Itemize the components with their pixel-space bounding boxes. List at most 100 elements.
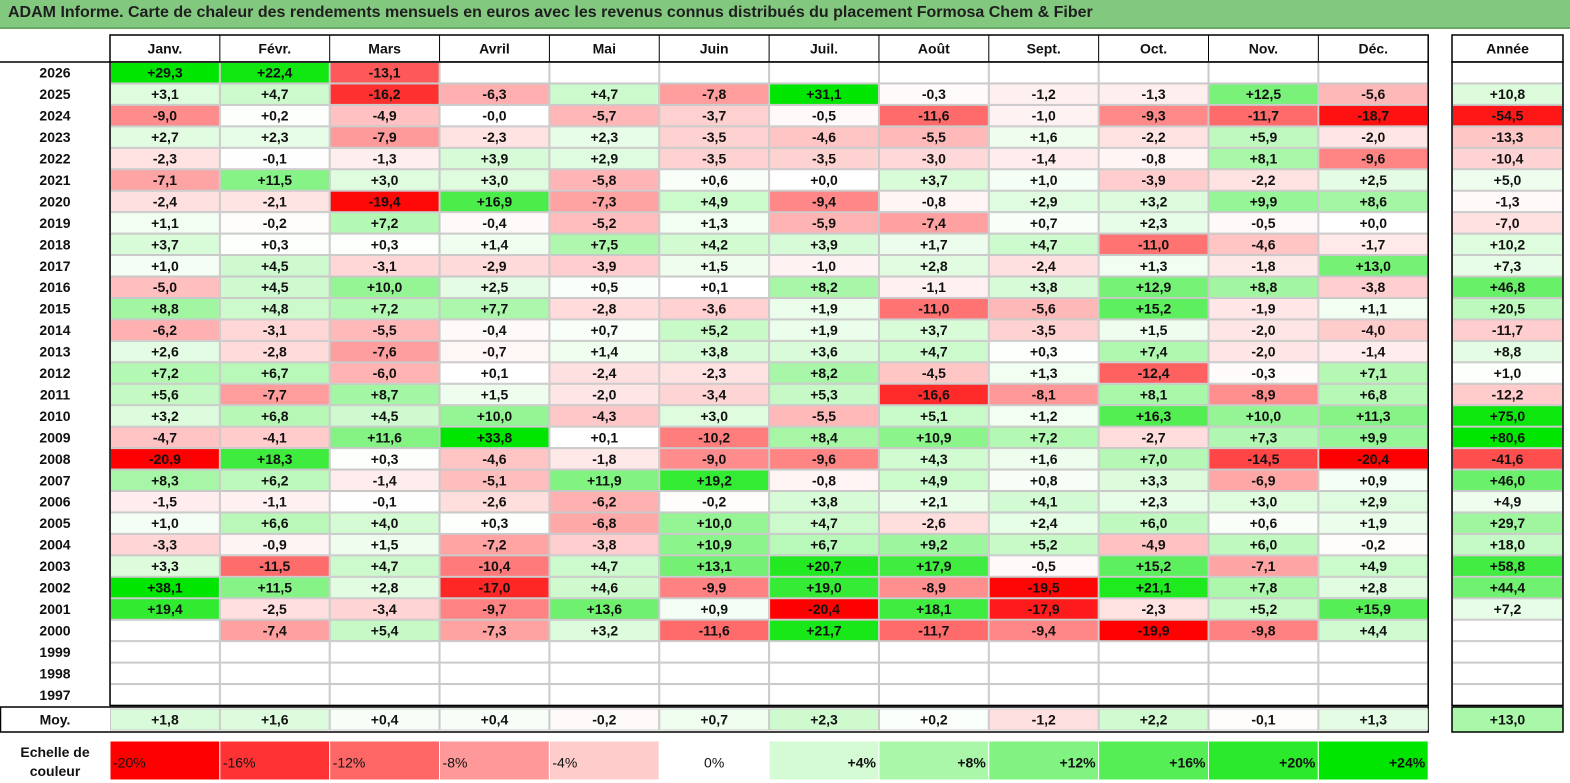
cell-value: +7,4	[1140, 344, 1168, 360]
heatmap-cell	[1208, 491, 1319, 513]
cell-value: +7,5	[591, 236, 619, 252]
cell-value: +33,8	[477, 429, 513, 445]
heatmap-cell	[878, 598, 989, 620]
cell-value: +7,2	[371, 215, 399, 231]
cell-value: +8,8	[1250, 279, 1278, 295]
cell-value: +3,0	[700, 408, 728, 424]
heatmap-cell	[659, 169, 770, 191]
heatmap-cell	[439, 169, 550, 191]
cell-value: +0,3	[371, 236, 399, 252]
cell-value: +1,4	[591, 344, 619, 360]
heatmap-cell	[439, 104, 550, 127]
heatmap-cell	[219, 426, 330, 449]
heatmap-row: 2020 -2,4 -2,1 -19,4 +16,9 -7,3 +4,9 -9,4 -0,8 +2…	[39, 190, 1563, 213]
heatmap-cell	[988, 383, 1099, 406]
month-label: Avril	[479, 41, 510, 57]
cell-value: +10,0	[696, 515, 732, 531]
cell-value: +7,0	[1140, 451, 1168, 467]
annual-cell	[1452, 641, 1563, 663]
cell-value: +7,1	[1359, 365, 1387, 381]
annual-cell	[1452, 62, 1563, 84]
heatmap-row: 2022 -2,3 -0,1 -1,3 +3,9 +2,9 -3,5 -3,5 -3,0 -1,4…	[39, 147, 1563, 170]
cell-value: +7,2	[1030, 429, 1058, 445]
cell-value: +4,6	[591, 580, 619, 596]
heatmap-cell	[329, 83, 440, 105]
cell-value: +0,3	[371, 451, 399, 467]
cell-value: -6,9	[1251, 472, 1275, 488]
heatmap-cell	[769, 491, 879, 513]
heatmap-cell	[549, 340, 660, 363]
cell-value: -3,5	[702, 151, 726, 167]
cell-value: +9,9	[1359, 429, 1387, 445]
scale-swatch	[988, 740, 1100, 781]
heatmap-cell	[988, 555, 1099, 577]
annual-cell	[1452, 619, 1563, 642]
cell-value: -5,9	[812, 215, 836, 231]
cell-value: +3,0	[481, 172, 509, 188]
cell-value: -2,3	[482, 129, 506, 145]
heatmap-cell	[219, 598, 330, 620]
heatmap-cell	[769, 233, 879, 256]
heatmap-cell	[439, 297, 550, 320]
heatmap-cell	[329, 319, 440, 341]
cell-value: +3,7	[920, 322, 948, 338]
cell-value: -8,9	[1251, 386, 1275, 402]
cell-value: +4,7	[591, 86, 619, 102]
scale-step-label: +20%	[1279, 755, 1316, 771]
heatmap-cell	[329, 555, 440, 577]
year-label: 2005	[39, 515, 70, 531]
cell-value: -2,0	[592, 386, 616, 402]
heatmap-cell	[329, 276, 440, 298]
cell-value: +15,2	[1136, 301, 1172, 317]
cell-value: +3,7	[920, 172, 948, 188]
heatmap-cell	[1098, 104, 1209, 127]
cell-value: +2,8	[371, 580, 399, 596]
cell-value: +13,6	[587, 601, 623, 617]
heatmap-cell	[549, 276, 660, 298]
cell-value: -0,7	[482, 344, 506, 360]
cell-value: +0,3	[481, 515, 509, 531]
average-value: +2,3	[810, 712, 838, 728]
scale-swatch	[219, 740, 331, 781]
heatmap-cell	[549, 126, 660, 148]
heatmap-cell	[439, 469, 550, 491]
heatmap-cell	[659, 555, 770, 577]
month-label: Oct.	[1140, 41, 1167, 57]
heatmap-cell	[1098, 190, 1209, 213]
cell-value: +3,2	[151, 408, 179, 424]
average-annual-value: +13,0	[1490, 712, 1526, 728]
cell-value: -7,3	[592, 193, 616, 209]
heatmap-cell	[769, 362, 879, 384]
heatmap-cell	[439, 126, 550, 148]
cell-value: +3,1	[151, 86, 179, 102]
heatmap-cell	[439, 147, 550, 170]
cell-value: +5,3	[810, 386, 838, 402]
cell-value: +5,4	[371, 622, 399, 638]
cell-value: -4,7	[153, 429, 177, 445]
cell-value: -9,3	[1142, 108, 1166, 124]
average-cell	[1208, 708, 1319, 731]
heatmap-row: 2017 +1,0 +4,5 -3,1 -2,9 -3,9 +1,5 -1,0 +2,8 -2,4…	[39, 255, 1563, 277]
cell-value: -20,9	[149, 451, 181, 467]
cell-value: -6,2	[592, 494, 616, 510]
heatmap-cell	[439, 83, 550, 105]
average-cell	[1318, 708, 1429, 731]
heatmap-row: 2002 +38,1 +11,5 +2,8 -17,0 +4,6 -9,9 +19,0 -8,9…	[39, 576, 1563, 599]
scale-swatch	[1317, 740, 1429, 781]
heatmap-cell	[769, 555, 879, 577]
annual-value: -11,7	[1492, 322, 1523, 338]
cell-value: -2,6	[482, 494, 506, 510]
cell-value: +12,5	[1246, 86, 1282, 102]
scale-step-label: +24%	[1389, 755, 1426, 771]
year-label: 2014	[39, 322, 70, 338]
cell-value: +0,1	[481, 365, 509, 381]
heatmap-cell	[769, 512, 879, 534]
annual-value: +7,2	[1494, 601, 1522, 617]
cell-value: +19,4	[147, 601, 183, 617]
cell-value: -7,1	[1251, 558, 1275, 574]
cell-value: +7,3	[1250, 429, 1278, 445]
cell-value: +4,8	[261, 301, 289, 317]
scale-step-label: -12%	[333, 755, 366, 771]
cell-value: +0,8	[1030, 472, 1058, 488]
cell-value: -9,0	[702, 451, 726, 467]
